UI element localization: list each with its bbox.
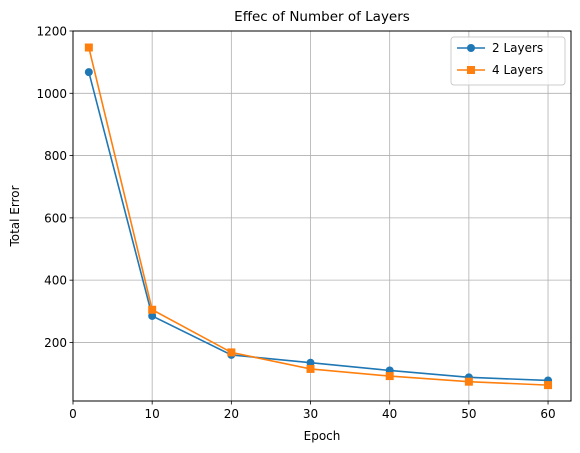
legend-marker-2-layers [467, 44, 475, 52]
ticks: 0 10 20 30 40 50 60 200 400 600 800 1000 1200 [36, 25, 555, 422]
x-tick-label: 40 [382, 407, 397, 421]
legend-marker-4-layers [467, 66, 475, 74]
legend-label-4-layers: 4 Layers [492, 63, 543, 77]
legend-frame [450, 36, 566, 86]
y-axis-label: Total Error [8, 185, 22, 247]
series-line-4-layers [88, 47, 549, 386]
series-line-2-layers [88, 71, 549, 382]
x-tick-label: 50 [461, 407, 476, 421]
x-tick-label: 30 [303, 407, 318, 421]
y-tick-label: 600 [44, 211, 67, 225]
data-point-4-layers [84, 43, 93, 52]
data-point-2-layers [148, 311, 157, 320]
legend-label-2-layers: 2 Layers [492, 41, 543, 55]
data-point-4-layers [306, 364, 315, 373]
data-point-4-layers [227, 348, 236, 357]
plot-frame [72, 30, 572, 402]
series-layer [84, 43, 553, 390]
data-point-4-layers [385, 372, 394, 381]
y-tick-label: 1000 [36, 87, 67, 101]
grid [72, 30, 571, 401]
data-point-2-layers [84, 68, 93, 77]
y-tick-label: 200 [44, 336, 67, 350]
x-tick-label: 0 [69, 407, 77, 421]
data-point-4-layers [148, 305, 157, 314]
legend: 2 Layers 4 Layers [450, 36, 566, 86]
x-axis-label: Epoch [304, 429, 341, 443]
x-tick-label: 10 [145, 407, 160, 421]
data-point-4-layers [464, 377, 473, 386]
y-tick-label: 1200 [36, 25, 67, 39]
x-tick-label: 60 [540, 407, 555, 421]
x-tick-label: 20 [224, 407, 239, 421]
data-point-2-layers [306, 358, 315, 367]
data-point-4-layers [544, 381, 553, 390]
chart-title: Effec of Number of Layers [234, 9, 410, 25]
y-tick-label: 400 [44, 274, 67, 288]
y-tick-label: 800 [44, 149, 67, 163]
